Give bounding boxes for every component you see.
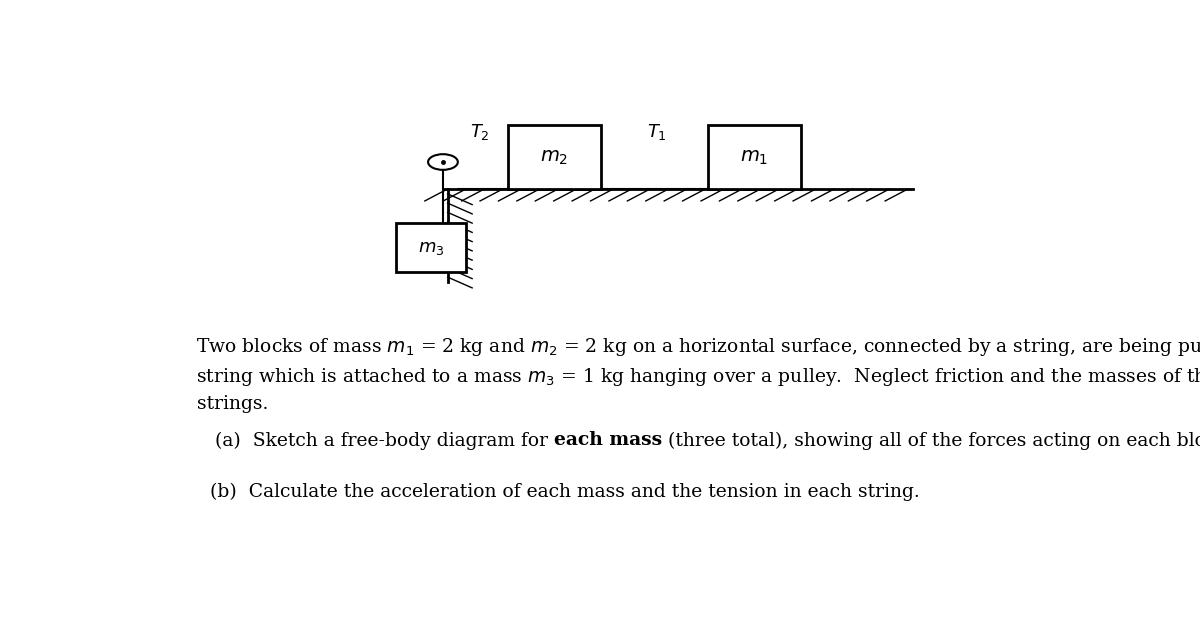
Text: $m_3$: $m_3$: [418, 238, 444, 257]
Text: each mass: each mass: [554, 431, 662, 450]
Text: (a)  Sketch a free-body diagram for: (a) Sketch a free-body diagram for: [215, 431, 554, 450]
Text: $T_1$: $T_1$: [647, 123, 667, 142]
Text: (b)  Calculate the acceleration of each mass and the tension in each string.: (b) Calculate the acceleration of each m…: [210, 483, 920, 501]
Text: $m_1$: $m_1$: [740, 148, 769, 167]
Text: Two blocks of mass $m_1$ = 2 kg and $m_2$ = 2 kg on a horizontal surface, connec: Two blocks of mass $m_1$ = 2 kg and $m_2…: [197, 336, 1200, 413]
Bar: [708, 125, 802, 189]
Text: $m_2$: $m_2$: [540, 148, 569, 167]
Bar: [508, 125, 601, 189]
Text: (three total), showing all of the forces acting on each block.: (three total), showing all of the forces…: [662, 431, 1200, 450]
Text: $T_2$: $T_2$: [470, 123, 490, 142]
Bar: [396, 223, 467, 272]
